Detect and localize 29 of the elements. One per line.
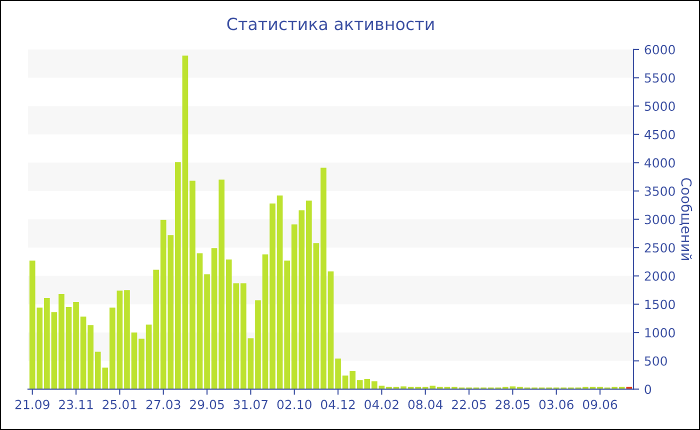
y-tick-label: 6000 (644, 44, 675, 54)
x-tick-label: 09.06 (582, 400, 618, 410)
y-tick-label: 4500 (644, 130, 675, 140)
y-tick-label: 2500 (644, 243, 675, 253)
y-tick-label: 1500 (645, 300, 675, 310)
y-tick-label: 5000 (644, 102, 675, 111)
x-tick-label: 25.01 (102, 400, 136, 410)
y-axis-title: Сообщений (679, 178, 692, 260)
x-tick-label: 04.12 (320, 400, 355, 410)
x-tick-label: 03.06 (539, 400, 574, 410)
x-tick-label: 22.05 (452, 400, 486, 410)
y-tick-label: 500 (644, 356, 667, 366)
x-tick-label: 27.03 (146, 400, 180, 410)
y-tick-label: 4000 (644, 158, 675, 168)
y-tick-label: 3000 (644, 214, 675, 224)
y-tick-label: 1000 (645, 328, 675, 338)
y-tick-label: 2000 (644, 271, 675, 281)
x-tick-label: 31.07 (234, 400, 268, 410)
x-tick-label: 02.10 (277, 400, 312, 410)
x-tick-label: 23.11 (59, 400, 93, 410)
y-tick-label: 3500 (644, 186, 675, 196)
x-tick-label: 21.09 (15, 400, 50, 410)
x-tick-label: 28.05 (496, 400, 530, 410)
x-tick-label: 29.05 (190, 400, 224, 410)
y-tick-label: 5500 (644, 73, 675, 83)
x-tick-label: 04.02 (364, 400, 398, 410)
x-tick-label: 08.04 (408, 400, 443, 410)
y-tick-label: 0 (644, 384, 652, 394)
chart-title: Статистика активности (227, 18, 434, 30)
